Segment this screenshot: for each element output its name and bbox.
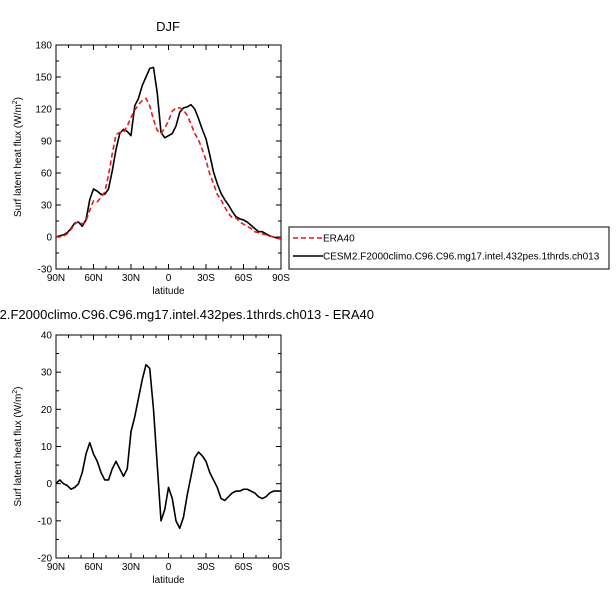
y-axis-label-close: ) xyxy=(13,386,24,389)
y-axis-label-superscript: 2 xyxy=(12,390,19,394)
x-tick-label: 60S xyxy=(235,273,253,284)
series-line-era40 xyxy=(56,97,281,240)
y-tick-label: -10 xyxy=(38,516,53,527)
x-tick-label: 90N xyxy=(47,273,65,284)
x-tick-label: 0 xyxy=(166,562,172,573)
y-tick-label: 30 xyxy=(41,368,53,379)
y-tick-label: 30 xyxy=(41,201,53,212)
x-axis-label: latitude xyxy=(152,286,185,297)
series-line-model xyxy=(56,363,281,530)
x-tick-label: 90S xyxy=(272,273,290,284)
y-tick-label: 120 xyxy=(35,105,52,116)
x-tick-label: 90N xyxy=(47,562,65,573)
y-tick-label: 90 xyxy=(41,137,53,148)
bottom-panel-chart: CESM2.F2000climo.C96.C96.mg17.intel.432p… xyxy=(0,307,374,586)
chart-title: CESM2.F2000climo.C96.C96.mg17.intel.432p… xyxy=(0,307,374,322)
y-tick-label: 180 xyxy=(35,41,52,52)
x-tick-label: 0 xyxy=(166,273,172,284)
top-panel-chart: DJF 90N 60N 30N 0 30S 60S 90S -30 0 30 60 90 120 150 18… xyxy=(12,19,610,297)
y-tick-label: -30 xyxy=(38,265,53,276)
x-axis-label: latitude xyxy=(152,575,185,586)
y-tick-label: 40 xyxy=(41,331,53,342)
x-tick-label: 60S xyxy=(235,562,253,573)
y-tick-label: 0 xyxy=(46,479,52,490)
x-tick-label: 30S xyxy=(197,273,215,284)
y-tick-label: 20 xyxy=(41,405,53,416)
y-tick-label: 0 xyxy=(46,233,52,244)
x-tick-label: 60N xyxy=(84,562,102,573)
x-tick-label: 30N xyxy=(122,273,140,284)
y-axis-label: Surf latent heat flux (W/m2) xyxy=(12,386,24,506)
legend-box xyxy=(288,226,610,270)
y-axis-label-close: ) xyxy=(13,97,24,100)
legend-label: ERA40 xyxy=(323,234,355,245)
x-tick-label: 60N xyxy=(84,273,102,284)
y-tick-label: 60 xyxy=(41,169,53,180)
plot-frame xyxy=(55,44,282,270)
plot-frame xyxy=(55,334,282,559)
y-axis-label-main: Surf latent heat flux (W/m xyxy=(13,394,24,507)
x-tick-label: 90S xyxy=(272,562,290,573)
y-tick-label: -20 xyxy=(38,554,53,565)
y-tick-label: 150 xyxy=(35,73,52,84)
y-axis-label: Surf latent heat flux (W/m2) xyxy=(12,97,24,217)
legend-label: CESM2.F2000climo.C96.C96.mg17.intel.432p… xyxy=(323,252,600,263)
y-axis-label-main: Surf latent heat flux (W/m xyxy=(13,104,24,217)
chart-title: DJF xyxy=(156,19,180,34)
x-tick-label: 30S xyxy=(197,562,215,573)
y-axis-label-superscript: 2 xyxy=(12,100,19,104)
y-tick-label: 10 xyxy=(41,442,53,453)
x-tick-label: 30N xyxy=(122,562,140,573)
series-line-model xyxy=(56,66,281,240)
